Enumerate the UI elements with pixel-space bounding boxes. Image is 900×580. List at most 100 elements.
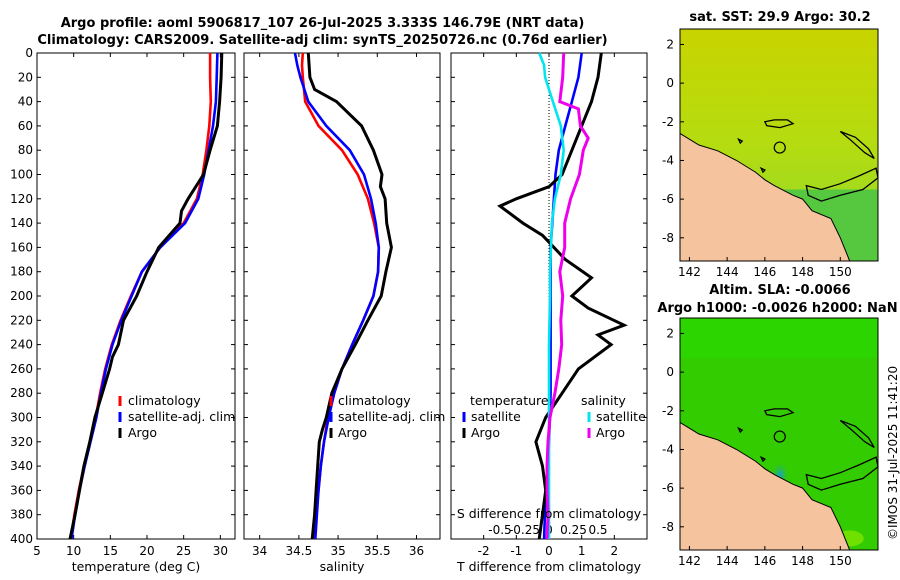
x-tick-label-salinity: -0.25 bbox=[509, 523, 540, 537]
legend-t-satellite: satellite bbox=[471, 409, 521, 424]
difference-xlabel2: S difference from climatology bbox=[457, 506, 642, 521]
y-tick-label: -8 bbox=[662, 231, 674, 245]
y-tick-label: 400 bbox=[10, 532, 33, 546]
island-outline bbox=[763, 119, 795, 129]
island-outline bbox=[759, 166, 766, 174]
x-tick-label: 144 bbox=[716, 265, 739, 279]
legend-s-satellite: satellite bbox=[596, 409, 646, 424]
y-tick-label: 280 bbox=[10, 386, 33, 400]
salinity-xlabel: salinity bbox=[320, 559, 365, 574]
maps: 142 144 146 148 150 2 0 -2 -4 -6 -8 142 144 146 148 15… bbox=[662, 28, 879, 568]
y-tick-label: 200 bbox=[10, 289, 33, 303]
legend-argo: Argo bbox=[128, 425, 157, 440]
y-tick-label: 260 bbox=[10, 362, 33, 376]
x-tick-label-salinity: 0.5 bbox=[588, 523, 607, 537]
x-tick-label: 146 bbox=[753, 554, 776, 568]
x-tick-label: 15 bbox=[103, 544, 118, 558]
legend-satellite: satellite-adj. clim bbox=[338, 409, 445, 424]
x-tick-label: 5 bbox=[33, 544, 41, 558]
x-tick-label-salinity: -0.5 bbox=[488, 523, 511, 537]
x-tick-label: 30 bbox=[213, 544, 228, 558]
x-tick-label: 35.5 bbox=[364, 544, 391, 558]
y-tick-label: 220 bbox=[10, 313, 33, 327]
x-tick-label: 148 bbox=[791, 265, 814, 279]
salinity-legend: climatology satellite-adj. clim Argo bbox=[329, 393, 445, 440]
header-line1: Argo profile: aoml 5906817_107 26-Jul-20… bbox=[60, 16, 585, 31]
sea-field-north bbox=[680, 318, 878, 358]
temperature-xlabel: temperature (deg C) bbox=[72, 559, 201, 574]
y-tick-label: -2 bbox=[662, 404, 674, 418]
header-line2: Climatology: CARS2009. Satellite-adj cli… bbox=[37, 33, 608, 48]
land-new-guinea bbox=[679, 421, 851, 551]
legend-temperature-title: temperature bbox=[470, 393, 549, 408]
island-outline bbox=[759, 455, 766, 463]
sla-map-title-2: Argo h1000: -0.0026 h2000: NaN bbox=[657, 301, 898, 316]
x-tick-label: 25 bbox=[176, 544, 191, 558]
legend-salinity-title: salinity bbox=[581, 393, 626, 408]
y-tick-label: 40 bbox=[18, 95, 33, 109]
y-tick-label: 360 bbox=[10, 483, 33, 497]
difference-legend: temperature salinity satellite Argo sate… bbox=[462, 393, 646, 440]
x-tick-label-salinity: 0.25 bbox=[560, 523, 587, 537]
island-outline bbox=[839, 419, 875, 449]
y-tick-label: 2 bbox=[666, 326, 674, 340]
series-line-satellite-adj-clim bbox=[293, 52, 381, 540]
y-tick-label: -4 bbox=[662, 442, 674, 456]
y-tick-label: 100 bbox=[10, 168, 33, 182]
island-outline bbox=[839, 130, 875, 160]
map-frame bbox=[679, 28, 879, 262]
sst-map: 142 144 146 148 150 2 0 -2 -4 -6 -8 bbox=[662, 28, 879, 279]
y-tick-label: 160 bbox=[10, 240, 33, 254]
x-tick-label: 35 bbox=[330, 544, 345, 558]
y-tick-label: 140 bbox=[10, 216, 33, 230]
x-tick-label: 10 bbox=[66, 544, 81, 558]
x-tick-label: 150 bbox=[829, 265, 852, 279]
y-tick-label: 380 bbox=[10, 508, 33, 522]
salinity-profile-plot: 34 34.5 35 35.5 36 bbox=[243, 52, 441, 558]
series-line-salinity-satellite bbox=[537, 52, 566, 539]
series-line-argo bbox=[68, 52, 224, 540]
x-tick-label: 0 bbox=[545, 544, 553, 558]
x-tick-label: 34.5 bbox=[286, 544, 313, 558]
legend-argo: Argo bbox=[338, 425, 367, 440]
x-tick-label: 142 bbox=[678, 554, 701, 568]
y-tick-label: 2 bbox=[666, 37, 674, 51]
y-tick-label: 0 bbox=[666, 365, 674, 379]
x-tick-label: 2 bbox=[611, 544, 619, 558]
plot-frame bbox=[243, 52, 441, 540]
y-tick-label: 60 bbox=[18, 119, 33, 133]
island-outline bbox=[737, 426, 744, 434]
x-tick-label: 34 bbox=[252, 544, 267, 558]
y-tick-label: -2 bbox=[662, 115, 674, 129]
island-outline bbox=[737, 137, 744, 145]
legend-satellite: satellite-adj. clim bbox=[128, 409, 235, 424]
series-line-temperature-argo bbox=[497, 52, 628, 540]
argo-position-marker bbox=[773, 141, 786, 154]
difference-xlabel: T difference from climatology bbox=[456, 559, 642, 574]
y-tick-label: 120 bbox=[10, 192, 33, 206]
map-frame bbox=[679, 317, 879, 551]
y-tick-label: 300 bbox=[10, 411, 33, 425]
sst-map-title: sat. SST: 29.9 Argo: 30.2 bbox=[689, 10, 871, 25]
y-tick-label: -4 bbox=[662, 153, 674, 167]
y-tick-label: 20 bbox=[18, 70, 33, 84]
land-new-guinea bbox=[679, 132, 851, 262]
y-tick-label: -6 bbox=[662, 481, 674, 495]
argo-position-marker bbox=[773, 430, 786, 443]
temperature-profile-plot: 0 20 40 60 80 100 120 140 160 180 200 220 240 260 280 3… bbox=[10, 46, 236, 558]
x-tick-label: -1 bbox=[510, 544, 522, 558]
x-tick-label: 144 bbox=[716, 554, 739, 568]
x-tick-label: 148 bbox=[791, 554, 814, 568]
x-tick-label: 1 bbox=[578, 544, 586, 558]
y-tick-label: -6 bbox=[662, 192, 674, 206]
y-tick-label: 180 bbox=[10, 265, 33, 279]
y-tick-label: 340 bbox=[10, 459, 33, 473]
x-tick-label: 146 bbox=[753, 265, 776, 279]
legend-climatology: climatology bbox=[128, 393, 201, 408]
sla-map-title-1: Altim. SLA: -0.0066 bbox=[709, 283, 851, 298]
y-tick-label: 240 bbox=[10, 338, 33, 352]
sla-map: 142 144 146 148 150 2 0 -2 -4 -6 -8 bbox=[662, 317, 879, 568]
x-tick-label: 20 bbox=[139, 544, 154, 558]
y-tick-label: 80 bbox=[18, 143, 33, 157]
